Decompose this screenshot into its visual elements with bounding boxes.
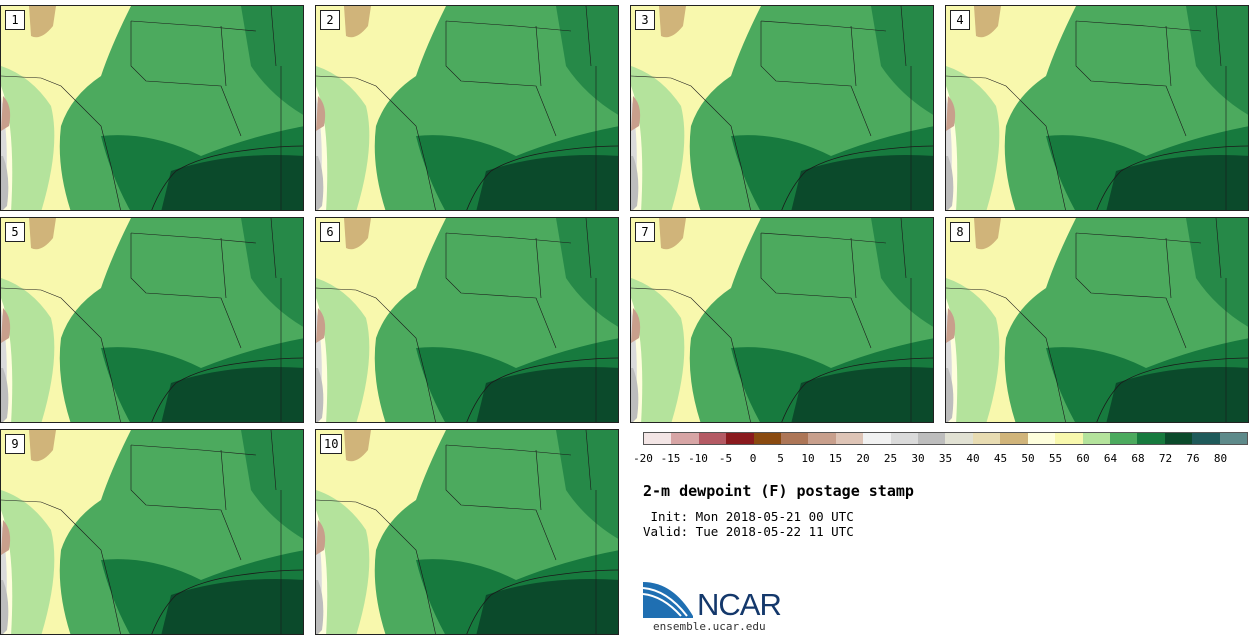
colorbar-cell	[1082, 433, 1110, 444]
member-number-label: 9	[5, 434, 25, 454]
dewpoint-map	[1, 6, 303, 210]
colorbar-cell	[698, 433, 727, 444]
member-number-label: 6	[320, 222, 340, 242]
colorbar-cell	[644, 433, 672, 444]
chart-title: 2-m dewpoint (F) postage stamp	[643, 482, 914, 500]
dewpoint-map	[631, 218, 933, 422]
member-number-label: 7	[635, 222, 655, 242]
dewpoint-map	[316, 6, 618, 210]
colorbar-tick: 55	[1048, 452, 1063, 465]
colorbar-cell	[1137, 433, 1165, 444]
colorbar-tick: -10	[688, 452, 708, 465]
colorbar-tick: 60	[1076, 452, 1090, 465]
colorbar-cell	[1192, 433, 1220, 444]
dewpoint-map	[631, 6, 933, 210]
colorbar-cell	[753, 433, 782, 444]
dewpoint-map	[316, 430, 618, 634]
ensemble-member-panel: 8	[945, 217, 1249, 423]
member-number-label: 2	[320, 10, 340, 30]
colorbar-tick-labels: -20 -15 -10 -5 0 5 10 15 20 25 30 35 40 45 50 55 60 64 68 7…	[633, 452, 1248, 466]
colorbar-tick: 80	[1213, 452, 1228, 465]
member-number-label: 1	[5, 10, 25, 30]
ensemble-member-panel: 2	[315, 5, 619, 211]
colorbar-tick: 76	[1186, 452, 1200, 465]
ensemble-url: ensemble.ucar.edu	[653, 620, 766, 633]
colorbar-cell	[1055, 433, 1083, 444]
colorbar-cell	[671, 433, 699, 444]
colorbar-tick: 5	[777, 452, 784, 465]
member-number-label: 4	[950, 10, 970, 30]
dewpoint-map	[316, 218, 618, 422]
ensemble-member-panel: 4	[945, 5, 1249, 211]
colorbar-cell	[1219, 433, 1247, 444]
colorbar-cell	[972, 433, 1001, 444]
colorbar-tick: 40	[966, 452, 980, 465]
ncar-logo-text: NCAR	[697, 587, 782, 622]
colorbar-tick: 20	[856, 452, 870, 465]
colorbar-tick: 72	[1158, 452, 1173, 465]
colorbar-tick: 25	[883, 452, 898, 465]
ensemble-member-panel: 6	[315, 217, 619, 423]
dewpoint-colorbar	[643, 432, 1248, 445]
colorbar-tick: 45	[993, 452, 1008, 465]
colorbar-cell	[1164, 433, 1193, 444]
colorbar-tick: -20	[633, 452, 653, 465]
colorbar-tick: 15	[828, 452, 843, 465]
colorbar-tick: 0	[749, 452, 757, 465]
ensemble-member-panel: 1	[0, 5, 304, 211]
colorbar-cell	[1109, 433, 1138, 444]
colorbar-cell	[726, 433, 754, 444]
colorbar-tick: -15	[660, 452, 681, 465]
ensemble-member-panel: 3	[630, 5, 934, 211]
colorbar-tick: -5	[718, 452, 733, 465]
dewpoint-map	[1, 218, 303, 422]
ncar-logo-icon	[643, 582, 693, 618]
colorbar-tick: 35	[938, 452, 953, 465]
colorbar-cell	[1027, 433, 1056, 444]
dewpoint-map	[946, 6, 1248, 210]
colorbar-cell	[863, 433, 891, 444]
member-number-label: 3	[635, 10, 655, 30]
ensemble-member-panel: 9	[0, 429, 304, 635]
colorbar-tick: 64	[1103, 452, 1118, 465]
colorbar-cell	[1000, 433, 1028, 444]
init-time: Init: Mon 2018-05-21 00 UTC	[643, 509, 854, 524]
colorbar-cell	[781, 433, 809, 444]
colorbar-cell	[808, 433, 836, 444]
ensemble-member-panel: 5	[0, 217, 304, 423]
member-number-label: 5	[5, 222, 25, 242]
colorbar-tick: 68	[1131, 452, 1145, 465]
colorbar-tick: 30	[911, 452, 925, 465]
colorbar-tick: 10	[801, 452, 815, 465]
colorbar-cell	[945, 433, 973, 444]
colorbar-cell	[835, 433, 864, 444]
ensemble-member-panel: 7	[630, 217, 934, 423]
valid-time: Valid: Tue 2018-05-22 11 UTC	[643, 524, 854, 539]
member-number-label: 8	[950, 222, 970, 242]
colorbar-tick: 50	[1021, 452, 1035, 465]
ensemble-member-panel: 10	[315, 429, 619, 635]
dewpoint-map	[1, 430, 303, 634]
run-times: Init: Mon 2018-05-21 00 UTC Valid: Tue 2…	[643, 509, 854, 539]
colorbar-cell	[918, 433, 946, 444]
colorbar-cell	[890, 433, 919, 444]
dewpoint-map	[946, 218, 1248, 422]
member-number-label: 10	[320, 434, 343, 454]
